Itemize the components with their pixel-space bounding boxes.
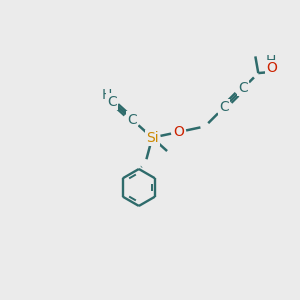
Text: H: H <box>266 54 276 68</box>
Text: C: C <box>219 100 229 114</box>
Text: C: C <box>238 81 248 95</box>
Text: H: H <box>102 88 112 102</box>
Text: O: O <box>173 125 184 139</box>
Text: Si: Si <box>146 130 158 145</box>
Text: C: C <box>127 112 137 127</box>
Text: C: C <box>107 94 117 109</box>
Text: O: O <box>266 61 277 75</box>
